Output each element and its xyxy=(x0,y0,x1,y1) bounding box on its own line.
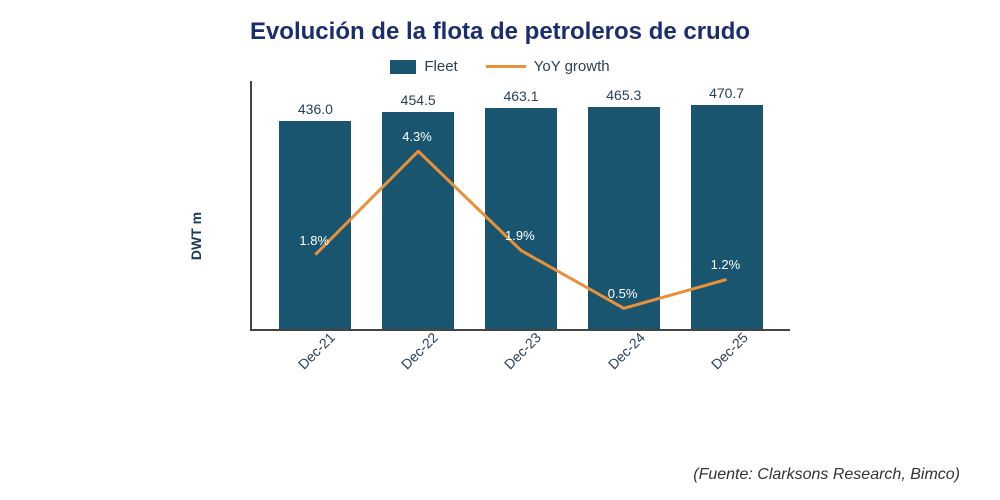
bar-slot: 465.3 xyxy=(572,81,675,329)
bar xyxy=(691,105,763,329)
legend-item-fleet: Fleet xyxy=(390,58,457,75)
legend-swatch-bar xyxy=(390,60,416,74)
bar xyxy=(382,112,454,329)
bar-slot: 470.7 xyxy=(675,81,778,329)
plot-area: 436.0454.5463.1465.3470.7 1.8%4.3%1.9%0.… xyxy=(250,81,790,331)
bar-value-label: 454.5 xyxy=(401,92,436,108)
y-axis-label: DWT m xyxy=(188,212,204,260)
source-text: (Fuente: Clarksons Research, Bimco) xyxy=(693,466,960,484)
bar-slot: 436.0 xyxy=(264,81,367,329)
bar xyxy=(279,121,351,329)
legend: Fleet YoY growth xyxy=(0,58,1000,75)
x-axis-labels: Dec-21Dec-22Dec-23Dec-24Dec-25 xyxy=(250,331,790,391)
legend-label-fleet: Fleet xyxy=(424,58,457,75)
bar-value-label: 470.7 xyxy=(709,85,744,101)
legend-item-growth: YoY growth xyxy=(486,58,610,75)
bar-value-label: 465.3 xyxy=(606,87,641,103)
bar xyxy=(485,108,557,329)
bars-group: 436.0 454.5 463.1 465.3 470.7 xyxy=(252,81,790,329)
chart-title: Evolución de la flota de petroleros de c… xyxy=(0,0,1000,46)
bar-slot: 463.1 xyxy=(470,81,573,329)
bar xyxy=(588,107,660,329)
chart-area: DWT m 436.0454.5463.1465.3470.7 1.8%4.3%… xyxy=(210,81,790,391)
legend-swatch-line xyxy=(486,65,526,68)
legend-label-growth: YoY growth xyxy=(534,58,610,75)
chart-container: { "title": "Evolución de la flota de pet… xyxy=(0,0,1000,500)
bar-value-label: 463.1 xyxy=(503,88,538,104)
bar-value-label: 436.0 xyxy=(298,101,333,117)
bar-slot: 454.5 xyxy=(367,81,470,329)
